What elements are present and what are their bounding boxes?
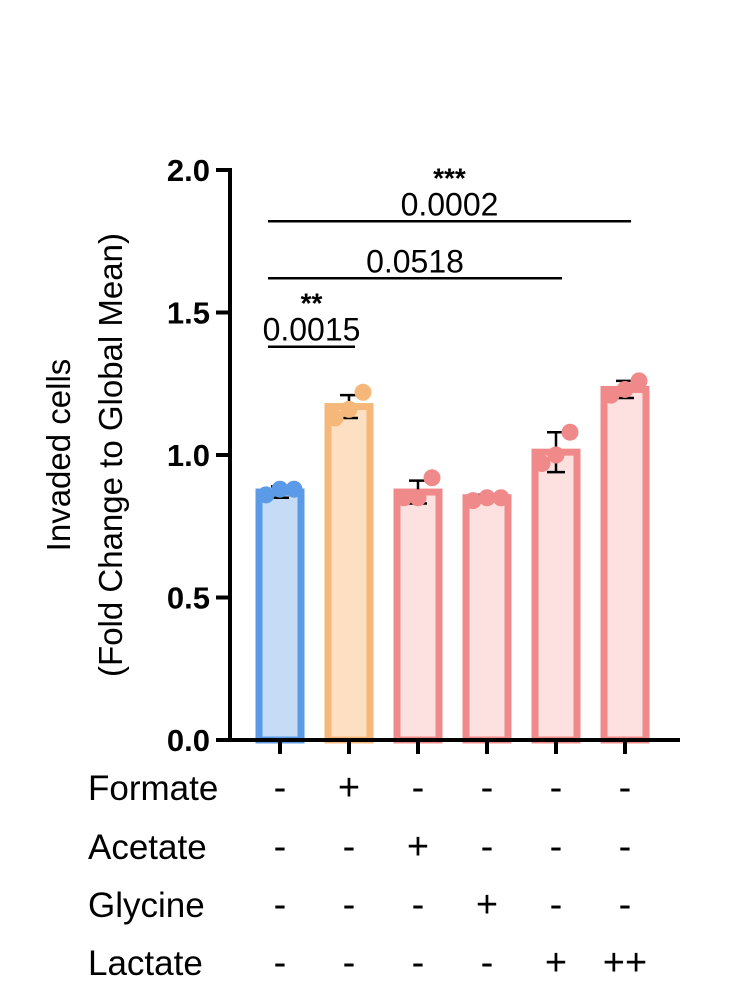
condition-symbol: + [407, 826, 429, 868]
condition-symbol: - [274, 942, 287, 984]
bar-5 [531, 448, 581, 744]
condition-symbol: - [274, 884, 287, 926]
data-point-6-3 [630, 372, 648, 390]
condition-symbol: + [545, 942, 567, 984]
data-point-5-3 [561, 423, 579, 441]
data-point-5-2 [547, 446, 565, 464]
y-axis-label-line1: Invaded cells [40, 359, 77, 552]
bar-1 [255, 488, 305, 744]
y-tick-label: 2.0 [167, 153, 210, 188]
condition-symbol: + [338, 767, 360, 809]
condition-symbol: - [481, 826, 494, 868]
data-point-1-2 [271, 480, 289, 498]
data-point-4-2 [478, 489, 496, 507]
p-value-label: 0.0015 [263, 312, 361, 348]
data-point-1-3 [285, 480, 303, 498]
data-point-2-3 [354, 383, 372, 401]
bar-3 [393, 488, 443, 744]
data-point-4-3 [492, 489, 510, 507]
condition-symbol: - [274, 767, 287, 809]
condition-symbol: - [274, 826, 287, 868]
data-point-2-1 [326, 409, 344, 427]
bar-6 [600, 385, 650, 744]
condition-label-glycine: Glycine [88, 886, 205, 925]
data-point-6-2 [616, 380, 634, 398]
y-tick-label: 1.5 [167, 296, 210, 331]
condition-symbol: + [476, 884, 498, 926]
condition-label-lactate: Lactate [88, 944, 203, 983]
condition-symbol: - [343, 884, 356, 926]
y-axis-label-line2: (Fold Change to Global Mean) [92, 233, 129, 677]
condition-symbol: - [619, 767, 632, 809]
significance-stars: ** [301, 288, 323, 319]
condition-symbol: - [481, 942, 494, 984]
y-tick-label: 0.0 [167, 723, 210, 758]
data-point-3-3 [423, 469, 441, 487]
condition-symbol: - [343, 942, 356, 984]
y-tick-label: 0.5 [167, 581, 210, 616]
condition-symbol: - [550, 826, 563, 868]
bar-4 [462, 494, 512, 744]
y-tick-label: 1.0 [167, 438, 210, 473]
data-point-4-1 [464, 492, 482, 510]
condition-symbol: - [412, 767, 425, 809]
data-point-5-1 [533, 455, 551, 473]
p-value-label: 0.0518 [366, 243, 464, 279]
condition-symbol: - [550, 767, 563, 809]
condition-symbol: - [619, 826, 632, 868]
condition-symbol: - [412, 942, 425, 984]
data-point-6-1 [602, 386, 620, 404]
data-point-3-2 [409, 489, 427, 507]
significance-stars: *** [433, 162, 466, 193]
condition-label-formate: Formate [88, 769, 218, 808]
condition-symbol: - [412, 884, 425, 926]
condition-symbol: - [550, 884, 563, 926]
data-point-2-2 [340, 400, 358, 418]
condition-symbol: - [343, 826, 356, 868]
y-axis-label: Invaded cells (Fold Change to Global Mean… [40, 233, 129, 677]
data-point-3-1 [395, 489, 413, 507]
bar-2 [324, 403, 374, 744]
p-value-label: 0.0002 [401, 186, 499, 222]
data-point-1-1 [257, 486, 275, 504]
condition-symbol: - [619, 884, 632, 926]
condition-symbol: - [481, 767, 494, 809]
condition-label-acetate: Acetate [88, 828, 207, 867]
condition-symbol: ++ [603, 942, 647, 984]
